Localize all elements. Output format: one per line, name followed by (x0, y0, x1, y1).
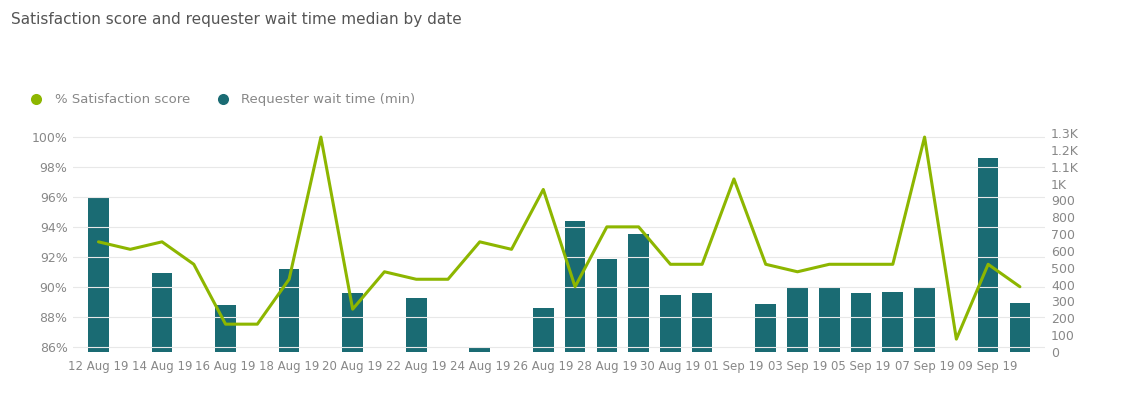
Text: Satisfaction score and requester wait time median by date: Satisfaction score and requester wait ti… (11, 12, 462, 27)
Bar (152, 273, 172, 352)
Bar (914, 288, 935, 352)
Bar (215, 305, 236, 352)
Bar (533, 308, 554, 352)
Bar (88, 197, 109, 352)
Bar (978, 158, 998, 352)
Bar (1009, 303, 1031, 352)
Bar (851, 293, 871, 352)
Bar (692, 293, 713, 352)
Bar (628, 234, 649, 352)
Bar (660, 295, 681, 352)
Bar (597, 259, 617, 352)
Bar (882, 292, 904, 352)
Bar (787, 288, 808, 352)
Bar (279, 269, 299, 352)
Bar (406, 298, 426, 352)
Legend: % Satisfaction score, Requester wait time (min): % Satisfaction score, Requester wait tim… (18, 88, 420, 112)
Bar (470, 348, 490, 352)
Bar (343, 293, 363, 352)
Bar (819, 288, 840, 352)
Bar (564, 221, 586, 352)
Bar (755, 304, 776, 352)
